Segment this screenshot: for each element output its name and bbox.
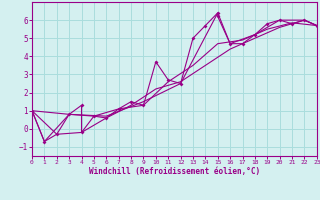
X-axis label: Windchill (Refroidissement éolien,°C): Windchill (Refroidissement éolien,°C) (89, 167, 260, 176)
